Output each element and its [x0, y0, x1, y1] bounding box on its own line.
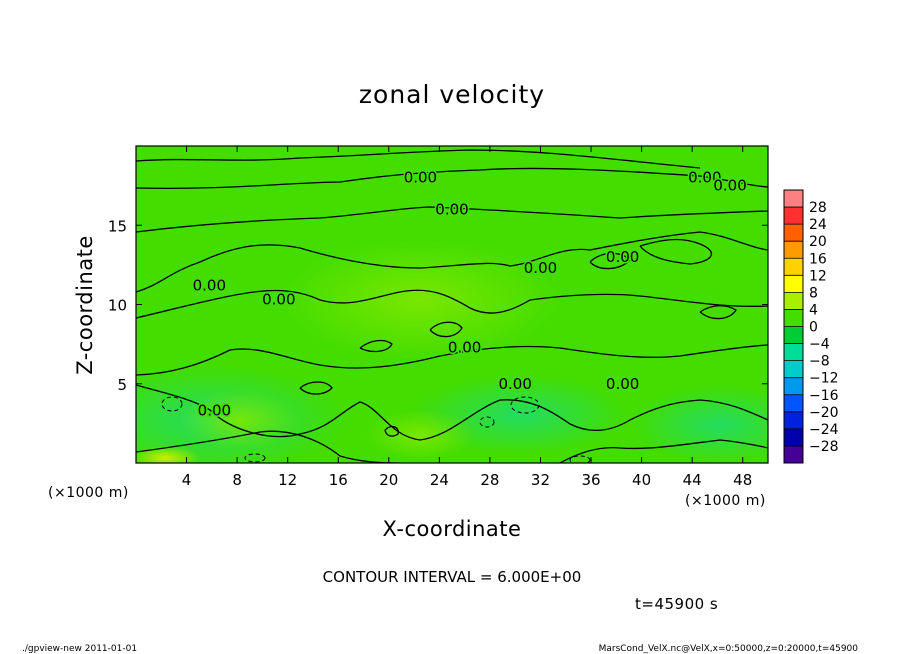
colorbar-swatch: [784, 445, 803, 464]
footer-left: ./gpview-new 2011-01-01: [22, 644, 137, 654]
x-tick-label: 44: [683, 471, 702, 489]
x-axis-label: X-coordinate: [383, 517, 522, 541]
colorbar-swatch: [784, 377, 803, 396]
contour-label: 0.00: [524, 259, 557, 277]
colorbar-swatch: [784, 309, 803, 327]
colorbar-label: 12: [809, 268, 827, 284]
colorbar-swatch: [784, 241, 803, 259]
contour-label: 0.00: [606, 375, 639, 393]
contour-label: 0.00: [713, 177, 746, 195]
colorbar-swatch: [784, 258, 803, 276]
colorbar-label: 8: [809, 285, 818, 301]
contour-label: 0.00: [198, 402, 231, 420]
colorbar-swatch: [784, 292, 803, 310]
colorbar-swatch: [784, 360, 803, 378]
x-tick-label: 12: [278, 471, 297, 489]
colorbar-label: 0: [809, 320, 818, 336]
contour-label: 0.00: [448, 338, 481, 356]
chart-title: zonal velocity: [359, 80, 545, 109]
x-unit-label: (×1000 m): [48, 485, 129, 501]
colorbar-label: 4: [809, 302, 818, 318]
x-tick-label: 40: [632, 471, 651, 489]
contour-label: 0.00: [404, 169, 437, 187]
y-axis: 5 10 15: [108, 217, 768, 394]
contour-label: 0.00: [193, 276, 226, 294]
contour-interval: CONTOUR INTERVAL = 6.000E+00: [323, 568, 582, 586]
colorbar-label: 24: [809, 217, 827, 233]
x-tick-label: 24: [430, 471, 449, 489]
x-tick-label: 16: [329, 471, 348, 489]
colorbar-label: −8: [809, 354, 830, 370]
x-tick-label: 4: [182, 471, 192, 489]
colorbar-label: −20: [809, 405, 839, 421]
y-axis-label: Z-coordinate: [73, 235, 97, 375]
contour-label: 0.00: [498, 375, 531, 393]
contour-labels: 0.00 0.000.000.000.000.000.000.000.000.00…: [191, 167, 748, 421]
x-tick-label: 8: [232, 471, 242, 489]
contour-label: 0.00: [688, 169, 721, 187]
colorbar-swatch: [784, 275, 803, 293]
time-label: t=45900 s: [635, 595, 718, 613]
colorbar-label: −12: [809, 371, 839, 387]
contour-label: 0.00: [435, 200, 468, 218]
colorbar-swatch: [784, 326, 803, 344]
colorbar-swatch: [784, 343, 803, 361]
y-tick-label: 15: [108, 217, 127, 235]
zero-contours: [136, 149, 768, 463]
x-tick-label: 36: [581, 471, 600, 489]
negative-contours: [161, 396, 591, 463]
colorbar-label: 20: [809, 234, 827, 250]
colorbar-label: −28: [809, 439, 839, 455]
colorbar-label: −4: [809, 337, 830, 353]
colorbar-label: 28: [809, 200, 827, 216]
contour-label: 0.00: [262, 291, 295, 309]
footer-right: MarsCond_VelX.nc@VelX,x=0:50000,z=0:2000…: [599, 644, 859, 654]
field-shading: [136, 240, 768, 463]
colorbar-swatch: [784, 428, 803, 447]
x-tick-label: 48: [733, 471, 752, 489]
contour-label: 0.00: [606, 248, 639, 266]
colorbar-swatch: [784, 411, 803, 430]
y-tick-label: 5: [117, 376, 127, 394]
colorbar-swatch: [784, 190, 803, 208]
plot-area: 0.00 0.000.000.000.000.000.000.000.000.00…: [136, 146, 768, 463]
colorbar-label: 16: [809, 251, 827, 267]
x-tick-label: 28: [480, 471, 499, 489]
colorbar-label: −24: [809, 422, 839, 438]
colorbar-swatch: [784, 224, 803, 242]
colorbar-swatch: [784, 207, 803, 225]
colorbar-label: −16: [809, 388, 839, 404]
y-tick-label: 10: [108, 297, 127, 315]
x-axis: 4 8 12 16 20 24 28 32 36 40 44 48: [182, 146, 752, 489]
colorbar-swatch: [784, 394, 803, 413]
x-tick-label: 32: [531, 471, 550, 489]
x-tick-label: 20: [379, 471, 398, 489]
x-unit-label-right: (×1000 m): [685, 493, 766, 509]
